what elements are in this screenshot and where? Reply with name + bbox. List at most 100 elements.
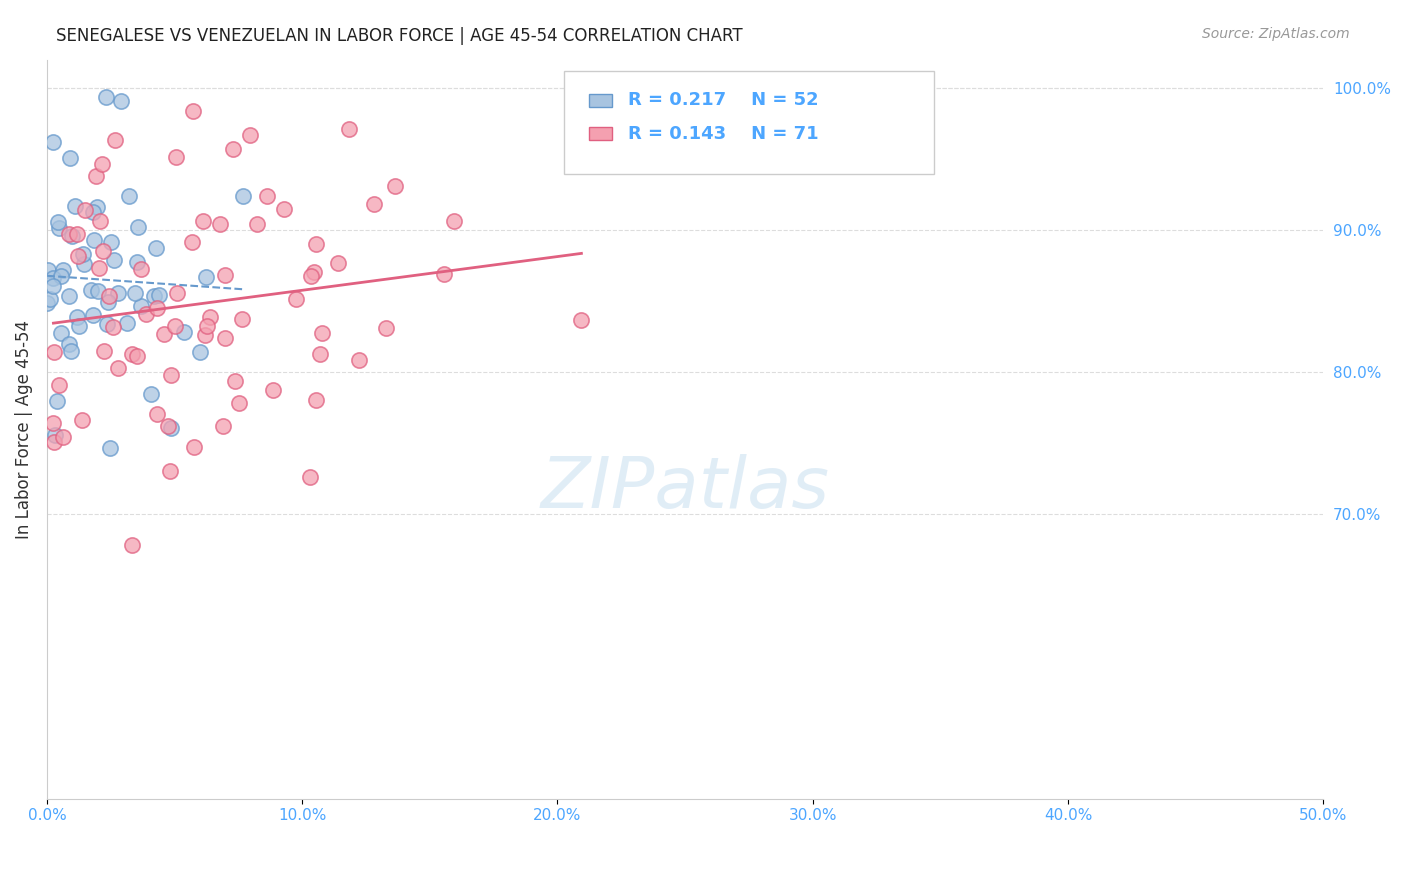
Venezuelans xyxy=(146,301,169,315)
Senegalese xyxy=(49,326,72,341)
Venezuelans xyxy=(166,286,188,301)
Senegalese xyxy=(103,253,125,268)
Senegalese xyxy=(188,344,211,359)
Senegalese xyxy=(83,233,105,247)
Venezuelans xyxy=(42,416,65,430)
Senegalese xyxy=(129,299,152,313)
Senegalese xyxy=(125,255,148,269)
Senegalese xyxy=(58,337,80,351)
Venezuelans xyxy=(191,214,214,228)
Venezuelans xyxy=(146,407,169,421)
Senegalese xyxy=(60,229,83,244)
Senegalese xyxy=(96,317,118,331)
Venezuelans xyxy=(309,347,332,361)
Venezuelans xyxy=(208,217,231,231)
Venezuelans xyxy=(66,227,89,241)
Senegalese xyxy=(49,268,72,283)
Senegalese xyxy=(160,421,183,435)
Venezuelans xyxy=(104,133,127,147)
Senegalese xyxy=(127,219,149,234)
Venezuelans xyxy=(363,196,385,211)
Venezuelans xyxy=(135,306,157,320)
Senegalese xyxy=(107,286,129,301)
Venezuelans xyxy=(48,378,70,392)
Text: R = 0.217    N = 52: R = 0.217 N = 52 xyxy=(627,91,818,109)
Venezuelans xyxy=(384,178,406,193)
Venezuelans xyxy=(239,128,262,142)
Venezuelans xyxy=(159,464,181,478)
Venezuelans xyxy=(571,313,593,327)
Venezuelans xyxy=(183,441,205,455)
Text: R = 0.143    N = 71: R = 0.143 N = 71 xyxy=(627,125,818,143)
Venezuelans xyxy=(157,418,180,433)
Venezuelans xyxy=(305,393,328,408)
Senegalese xyxy=(98,441,121,455)
Venezuelans xyxy=(433,267,456,281)
Venezuelans xyxy=(347,353,370,368)
Senegalese xyxy=(72,246,94,260)
Venezuelans xyxy=(222,142,245,156)
Senegalese xyxy=(39,292,62,306)
Venezuelans xyxy=(121,347,143,361)
Venezuelans xyxy=(311,326,333,340)
Venezuelans xyxy=(195,318,218,333)
Venezuelans xyxy=(198,310,221,324)
Senegalese xyxy=(117,189,139,203)
Venezuelans xyxy=(302,265,325,279)
Venezuelans xyxy=(263,383,285,397)
Venezuelans xyxy=(273,202,295,216)
Venezuelans xyxy=(224,374,246,388)
Senegalese xyxy=(60,344,83,359)
Senegalese xyxy=(66,310,89,325)
Venezuelans xyxy=(129,262,152,277)
Venezuelans xyxy=(256,188,278,202)
Venezuelans xyxy=(228,395,250,409)
Senegalese xyxy=(115,316,138,330)
Venezuelans xyxy=(58,227,80,241)
Senegalese xyxy=(37,295,59,310)
Senegalese xyxy=(86,284,108,298)
Venezuelans xyxy=(89,214,111,228)
Venezuelans xyxy=(443,214,465,228)
Venezuelans xyxy=(75,203,97,218)
Venezuelans xyxy=(42,434,65,449)
Y-axis label: In Labor Force | Age 45-54: In Labor Force | Age 45-54 xyxy=(15,319,32,539)
Venezuelans xyxy=(181,103,204,118)
Senegalese xyxy=(48,221,70,235)
Venezuelans xyxy=(90,157,112,171)
Venezuelans xyxy=(160,368,183,383)
Senegalese xyxy=(67,319,90,334)
Venezuelans xyxy=(97,289,120,303)
Venezuelans xyxy=(284,292,307,306)
Senegalese xyxy=(59,151,82,165)
Venezuelans xyxy=(214,268,236,283)
Senegalese xyxy=(142,289,165,303)
Senegalese xyxy=(80,283,103,297)
Venezuelans xyxy=(299,269,322,284)
Venezuelans xyxy=(298,470,321,484)
Senegalese xyxy=(42,135,65,149)
Venezuelans xyxy=(103,320,125,334)
Venezuelans xyxy=(305,237,328,252)
Venezuelans xyxy=(246,217,269,231)
Venezuelans xyxy=(165,150,187,164)
Senegalese xyxy=(73,257,96,271)
Senegalese xyxy=(100,235,122,249)
Senegalese xyxy=(145,241,167,255)
Venezuelans xyxy=(52,429,75,443)
Senegalese xyxy=(94,90,117,104)
Senegalese xyxy=(45,394,67,409)
Venezuelans xyxy=(93,343,115,358)
Venezuelans xyxy=(181,235,204,249)
Venezuelans xyxy=(231,311,253,326)
Senegalese xyxy=(110,94,132,108)
Venezuelans xyxy=(42,344,65,359)
Venezuelans xyxy=(375,321,398,335)
Senegalese xyxy=(173,325,195,339)
Senegalese xyxy=(44,427,66,442)
Text: Source: ZipAtlas.com: Source: ZipAtlas.com xyxy=(1202,27,1350,41)
FancyBboxPatch shape xyxy=(589,94,613,107)
Senegalese xyxy=(97,294,120,309)
Venezuelans xyxy=(153,327,176,342)
FancyBboxPatch shape xyxy=(589,127,613,140)
